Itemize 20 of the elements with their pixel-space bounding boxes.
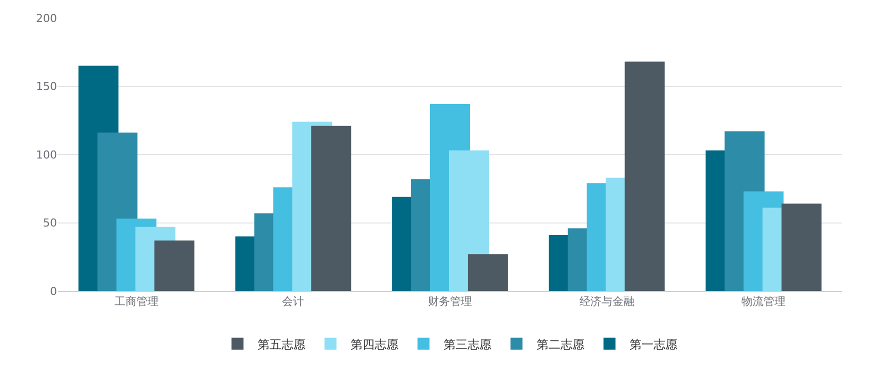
- y-tick-label: 200: [36, 12, 57, 25]
- x-tick-label: 经济与金融: [579, 295, 634, 308]
- legend-label: 第一志愿: [630, 337, 678, 352]
- y-tick-label: 50: [43, 216, 57, 230]
- y-tick-label: 0: [50, 284, 57, 298]
- bar: [311, 126, 352, 291]
- x-tick-label: 财务管理: [428, 295, 472, 308]
- bar: [624, 62, 665, 291]
- x-tick-label: 工商管理: [114, 295, 158, 308]
- bar: [154, 240, 194, 291]
- bar: [468, 254, 508, 291]
- x-tick-label: 会计: [282, 295, 304, 308]
- legend-label: 第五志愿: [258, 337, 306, 352]
- legend-label: 第三志愿: [444, 337, 492, 352]
- y-tick-label: 150: [36, 80, 57, 94]
- x-tick-label: 物流管理: [742, 295, 786, 308]
- y-tick-label: 100: [36, 148, 57, 162]
- legend-label: 第四志愿: [350, 337, 398, 352]
- bar: [782, 204, 822, 291]
- legend-label: 第二志愿: [536, 337, 584, 352]
